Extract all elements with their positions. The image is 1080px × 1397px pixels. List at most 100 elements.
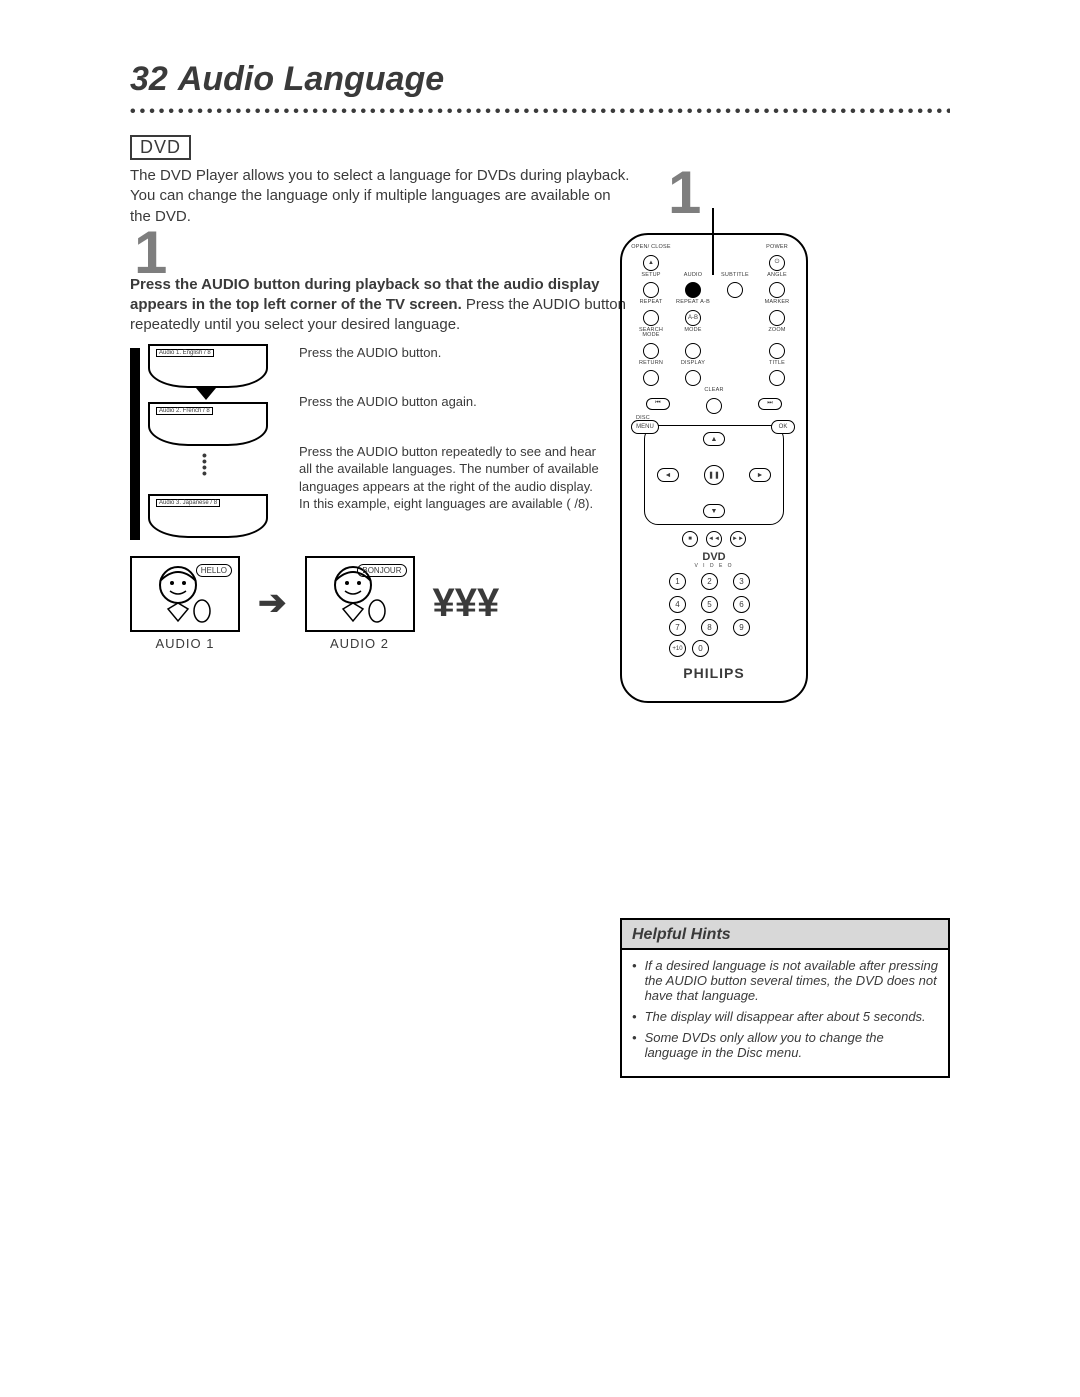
remote-label: MARKER xyxy=(765,300,790,306)
right-button: ► xyxy=(749,468,771,482)
left-button: ◄ xyxy=(657,468,679,482)
divider-dots: ••••••••••••••••••••••••••••••••••••••••… xyxy=(130,103,950,121)
plus10-button: +10 xyxy=(669,640,686,657)
num-button: 7 xyxy=(669,619,686,636)
audio-button xyxy=(685,282,701,298)
remote-label: RETURN xyxy=(639,361,663,367)
hint-item: If a desired language is not available a… xyxy=(632,958,938,1003)
remote-label: SETUP xyxy=(641,273,660,279)
chip-label: Audio 2. French / 8 xyxy=(156,407,213,415)
hint-item: Some DVDs only allow you to change the l… xyxy=(632,1030,938,1060)
remote-label: POWER xyxy=(766,245,788,251)
instruction-text: Press the AUDIO button during playback s… xyxy=(130,275,640,336)
hint-text: If a desired language is not available a… xyxy=(645,958,938,1003)
page-number: 32 xyxy=(130,60,168,99)
remote-label: CLEAR xyxy=(704,388,723,394)
bracket-icon xyxy=(130,348,140,540)
down-button: ▼ xyxy=(703,504,725,518)
illu-label: AUDIO 2 xyxy=(305,636,415,651)
step-number-left: 1 xyxy=(134,218,167,287)
remote-illustration: OPEN/ CLOSE POWER ▲ ⏻ SETUP AUDIO SUBTIT… xyxy=(620,233,808,703)
hint-text: Some DVDs only allow you to change the l… xyxy=(645,1030,938,1060)
hint-item: The display will disappear after about 5… xyxy=(632,1009,938,1024)
rew-button: ◄◄ xyxy=(706,531,722,547)
up-button: ▲ xyxy=(703,432,725,446)
page-header: 32 Audio Language xyxy=(130,60,950,99)
remote-button xyxy=(769,343,785,359)
ff-button: ►► xyxy=(730,531,746,547)
remote-label: TITLE xyxy=(769,361,785,367)
speech-bubble: BONJOUR xyxy=(357,564,406,577)
num-button: 0 xyxy=(692,640,709,657)
side-text-3: Press the AUDIO button repeatedly to see… xyxy=(299,443,599,513)
prev-button: ⏮ xyxy=(646,398,670,410)
remote-button xyxy=(727,282,743,298)
remote-label: MODE xyxy=(684,328,701,339)
page-title: Audio Language xyxy=(178,60,444,99)
hints-title: Helpful Hints xyxy=(622,920,948,950)
remote-label: ZOOM xyxy=(768,328,785,339)
remote-button xyxy=(685,370,701,386)
screen-chip: Audio 1. English / 8 xyxy=(148,344,268,388)
brand-label: PHILIPS xyxy=(630,665,798,681)
num-button: 3 xyxy=(733,573,750,590)
remote-label: AUDIO xyxy=(684,273,702,279)
remote-label: SEARCH MODE xyxy=(630,328,672,339)
numpad: 1 2 3 4 5 6 7 8 9 xyxy=(669,573,759,636)
remote-button xyxy=(643,370,659,386)
remote-button xyxy=(643,310,659,326)
num-button: 5 xyxy=(701,596,718,613)
triangle-down-icon xyxy=(196,388,216,400)
num-button: 6 xyxy=(733,596,750,613)
step-number-right: 1 xyxy=(668,158,701,227)
remote-label: DISPLAY xyxy=(681,361,705,367)
chip-label: Audio 3. Japanese / 8 xyxy=(156,499,220,507)
vertical-dots-icon: •••• xyxy=(202,452,207,476)
remote-label: SUBTITLE xyxy=(721,273,749,279)
speech-bubble: HELLO xyxy=(196,564,232,577)
menu-button: MENU xyxy=(631,420,659,434)
stop-button: ■ xyxy=(682,531,698,547)
helpful-hints-box: Helpful Hints If a desired language is n… xyxy=(620,918,950,1078)
remote-button xyxy=(643,343,659,359)
side-text-2: Press the AUDIO button again. xyxy=(299,393,599,411)
screen-chip: Audio 2. French / 8 xyxy=(148,402,268,446)
sequence-diagram: Audio 1. English / 8 Audio 2. French / 8… xyxy=(130,344,950,544)
nav-wheel: MENU OK ▲ ▼ ◄ ► ❚❚ xyxy=(644,425,784,525)
illu-label: AUDIO 1 xyxy=(130,636,240,651)
remote-label: REPEAT xyxy=(640,300,663,306)
remote-label: OPEN/ CLOSE xyxy=(631,245,671,251)
num-button: 8 xyxy=(701,619,718,636)
ok-button: OK xyxy=(771,420,795,434)
remote-button: A-B xyxy=(685,310,701,326)
remote-button xyxy=(643,282,659,298)
chip-label: Audio 1. English / 8 xyxy=(156,349,214,357)
remote-label: REPEAT A-B xyxy=(676,300,710,306)
intro-text: The DVD Player allows you to select a la… xyxy=(130,166,630,227)
remote-button xyxy=(769,310,785,326)
transport-row: ■ ◄◄ ►► xyxy=(630,531,798,547)
side-text-1: Press the AUDIO button. xyxy=(299,344,599,362)
yen-symbols: ¥¥¥ xyxy=(433,581,500,626)
remote-button xyxy=(706,398,722,414)
dvd-badge: DVD xyxy=(130,135,191,160)
remote-button: ▲ xyxy=(643,255,659,271)
num-button: 9 xyxy=(733,619,750,636)
remote-button xyxy=(685,343,701,359)
remote-button xyxy=(769,282,785,298)
power-button: ⏻ xyxy=(769,255,785,271)
num-button: 1 xyxy=(669,573,686,590)
side-instructions: Press the AUDIO button. Press the AUDIO … xyxy=(299,344,599,544)
hint-text: The display will disappear after about 5… xyxy=(645,1009,926,1024)
audio-illustration: HELLO AUDIO 1 ➔ BONJOUR xyxy=(130,556,950,651)
num-button: 4 xyxy=(669,596,686,613)
illu-audio2: BONJOUR xyxy=(305,556,415,632)
screen-chip: Audio 3. Japanese / 8 xyxy=(148,494,268,538)
num-button: 2 xyxy=(701,573,718,590)
arrow-right-icon: ➔ xyxy=(258,583,287,623)
illu-audio1: HELLO xyxy=(130,556,240,632)
dvd-sub: V I D E O xyxy=(630,563,798,569)
dvd-logo: DVD xyxy=(630,551,798,563)
next-button: ⏭ xyxy=(758,398,782,410)
pause-button: ❚❚ xyxy=(704,465,724,485)
